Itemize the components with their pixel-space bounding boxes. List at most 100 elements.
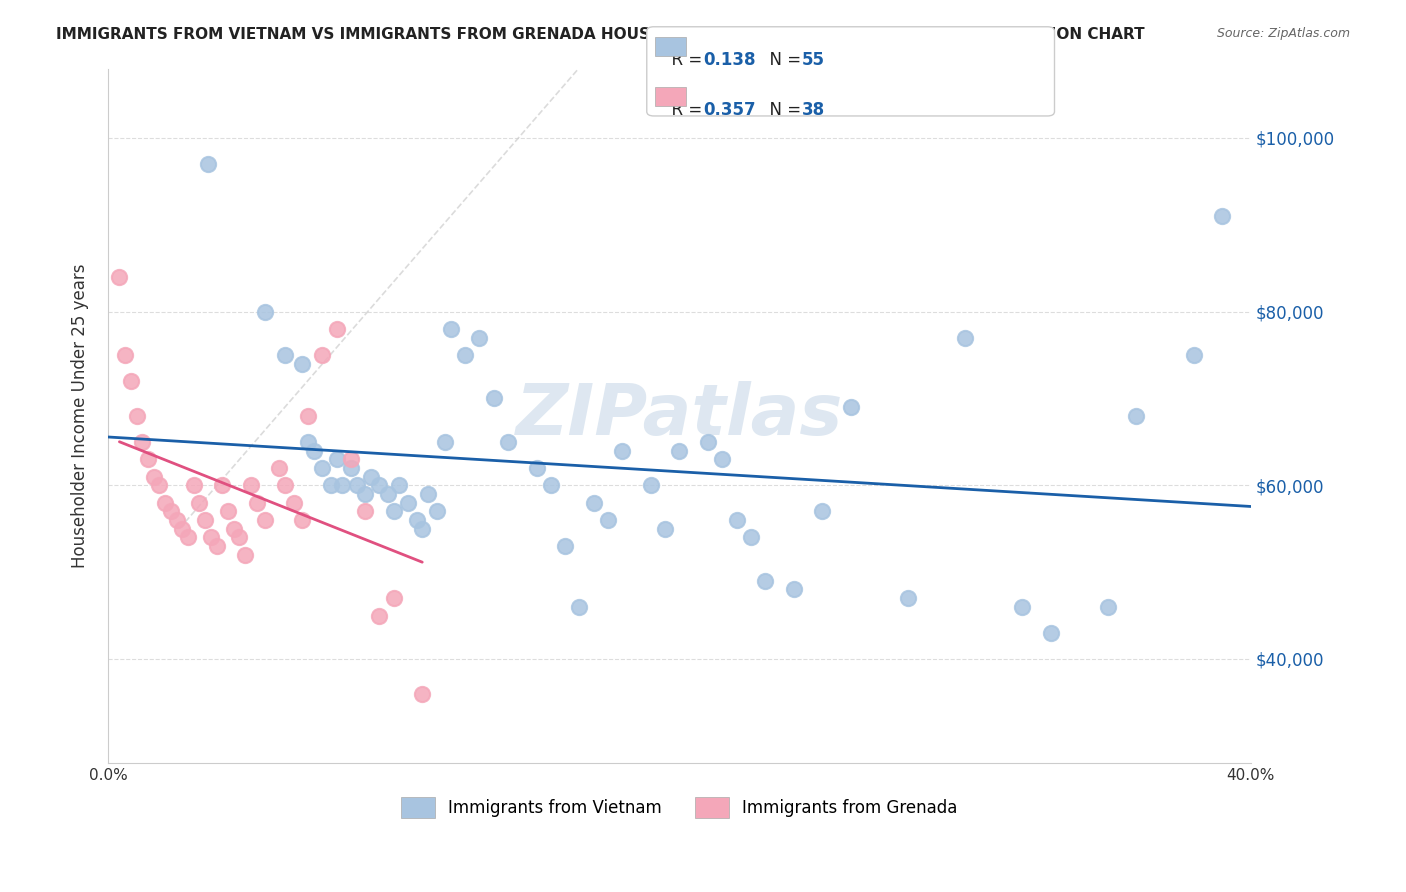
- Point: [125, 409, 148, 423]
- Point: [131, 434, 153, 449]
- Point: [291, 513, 314, 527]
- Text: 38: 38: [801, 101, 824, 119]
- Point: [1211, 209, 1233, 223]
- Text: IMMIGRANTS FROM VIETNAM VS IMMIGRANTS FROM GRENADA HOUSEHOLDER INCOME UNDER 25 Y: IMMIGRANTS FROM VIETNAM VS IMMIGRANTS FR…: [56, 27, 1144, 42]
- Point: [254, 513, 277, 527]
- Point: [211, 478, 233, 492]
- Point: [725, 513, 748, 527]
- Point: [108, 269, 131, 284]
- Point: [416, 487, 439, 501]
- Point: [382, 504, 405, 518]
- Point: [177, 530, 200, 544]
- Point: [440, 322, 463, 336]
- Point: [377, 487, 399, 501]
- Point: [197, 157, 219, 171]
- Point: [114, 348, 136, 362]
- Point: [228, 530, 250, 544]
- Point: [697, 434, 720, 449]
- Point: [496, 434, 519, 449]
- Point: [396, 496, 419, 510]
- Point: [194, 513, 217, 527]
- Point: [1011, 599, 1033, 614]
- Point: [291, 357, 314, 371]
- Point: [217, 504, 239, 518]
- Point: [1039, 626, 1062, 640]
- Point: [136, 452, 159, 467]
- Point: [120, 374, 142, 388]
- Text: 0.138: 0.138: [703, 51, 755, 69]
- Point: [340, 461, 363, 475]
- Text: R =: R =: [661, 101, 707, 119]
- Point: [434, 434, 457, 449]
- Point: [540, 478, 562, 492]
- Point: [568, 599, 591, 614]
- Point: [222, 522, 245, 536]
- Point: [454, 348, 477, 362]
- Point: [811, 504, 834, 518]
- Point: [297, 409, 319, 423]
- Point: [311, 348, 333, 362]
- Text: Source: ZipAtlas.com: Source: ZipAtlas.com: [1216, 27, 1350, 40]
- Point: [782, 582, 804, 597]
- Point: [1097, 599, 1119, 614]
- Point: [245, 496, 267, 510]
- Point: [640, 478, 662, 492]
- Point: [205, 539, 228, 553]
- Point: [166, 513, 188, 527]
- Point: [148, 478, 170, 492]
- Point: [1125, 409, 1147, 423]
- Point: [274, 478, 297, 492]
- Point: [1182, 348, 1205, 362]
- Point: [554, 539, 576, 553]
- Point: [254, 304, 277, 318]
- Point: [405, 513, 427, 527]
- Text: N =: N =: [759, 101, 807, 119]
- Point: [953, 331, 976, 345]
- Point: [382, 591, 405, 606]
- Point: [596, 513, 619, 527]
- Point: [172, 522, 194, 536]
- Point: [668, 443, 690, 458]
- Point: [468, 331, 491, 345]
- Point: [654, 522, 676, 536]
- Point: [582, 496, 605, 510]
- Point: [142, 469, 165, 483]
- Point: [388, 478, 411, 492]
- Point: [354, 504, 377, 518]
- Point: [482, 392, 505, 406]
- Point: [340, 452, 363, 467]
- Point: [325, 452, 347, 467]
- Point: [274, 348, 297, 362]
- Point: [302, 443, 325, 458]
- Point: [319, 478, 342, 492]
- Point: [233, 548, 256, 562]
- Legend: Immigrants from Vietnam, Immigrants from Grenada: Immigrants from Vietnam, Immigrants from…: [395, 790, 965, 824]
- Text: R =: R =: [661, 51, 707, 69]
- Point: [425, 504, 447, 518]
- Point: [346, 478, 368, 492]
- Point: [368, 478, 391, 492]
- Point: [269, 461, 291, 475]
- Text: 55: 55: [801, 51, 824, 69]
- Point: [239, 478, 262, 492]
- Point: [612, 443, 634, 458]
- Point: [188, 496, 211, 510]
- Point: [160, 504, 183, 518]
- Point: [297, 434, 319, 449]
- Point: [526, 461, 548, 475]
- Point: [311, 461, 333, 475]
- Point: [839, 400, 862, 414]
- Point: [368, 608, 391, 623]
- Y-axis label: Householder Income Under 25 years: Householder Income Under 25 years: [72, 263, 89, 568]
- Point: [754, 574, 776, 588]
- Point: [153, 496, 176, 510]
- Point: [325, 322, 347, 336]
- Text: 0.357: 0.357: [703, 101, 755, 119]
- Point: [330, 478, 353, 492]
- Point: [354, 487, 377, 501]
- Point: [183, 478, 205, 492]
- Point: [411, 687, 433, 701]
- Point: [360, 469, 382, 483]
- Point: [897, 591, 920, 606]
- Point: [283, 496, 305, 510]
